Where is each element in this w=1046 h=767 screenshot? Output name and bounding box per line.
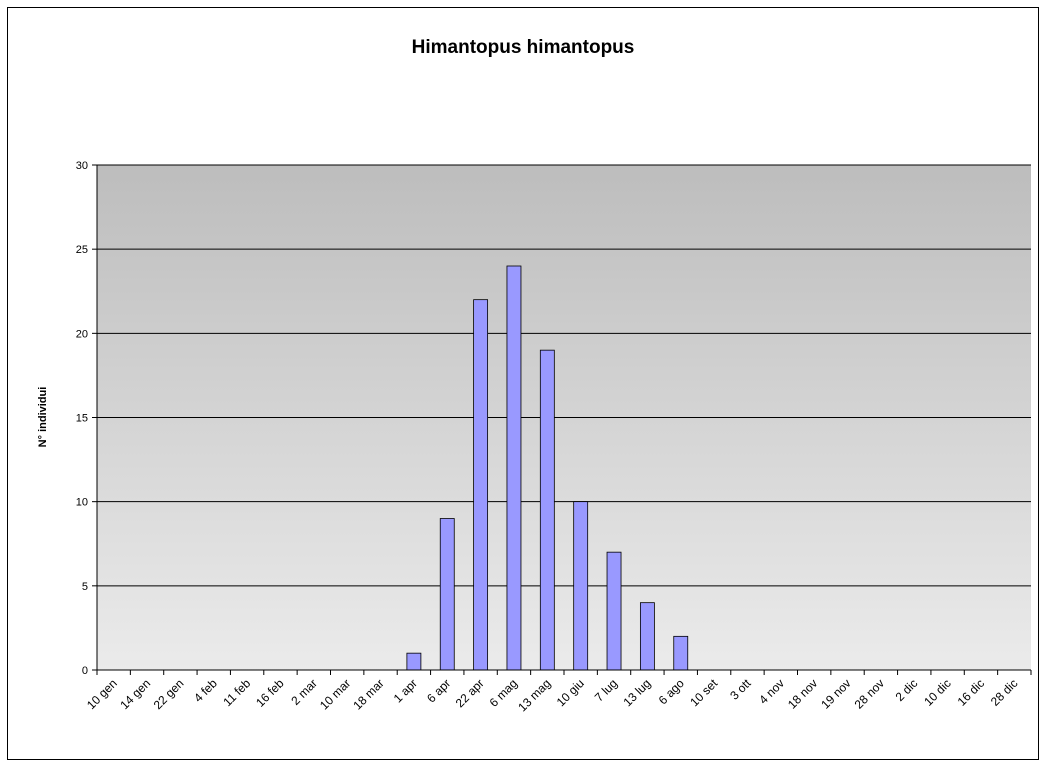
- bar: [506, 265, 522, 671]
- bar: [639, 602, 655, 671]
- y-axis-label: N° individui: [37, 387, 49, 448]
- bar: [606, 551, 622, 671]
- bar: [439, 518, 455, 671]
- y-tick-label: 30: [76, 160, 88, 172]
- y-tick-label: 0: [82, 665, 88, 677]
- bar: [406, 652, 422, 671]
- bar: [539, 349, 555, 671]
- bar: [673, 635, 689, 671]
- bar: [473, 299, 489, 671]
- y-tick-label: 15: [76, 413, 88, 425]
- bar: [573, 501, 589, 671]
- chart-title: Himantopus himantopus: [412, 37, 635, 58]
- y-tick-label: 5: [82, 581, 88, 593]
- y-tick-label: 20: [76, 328, 88, 340]
- y-tick-label: 25: [76, 244, 88, 256]
- y-tick-label: 10: [76, 497, 88, 509]
